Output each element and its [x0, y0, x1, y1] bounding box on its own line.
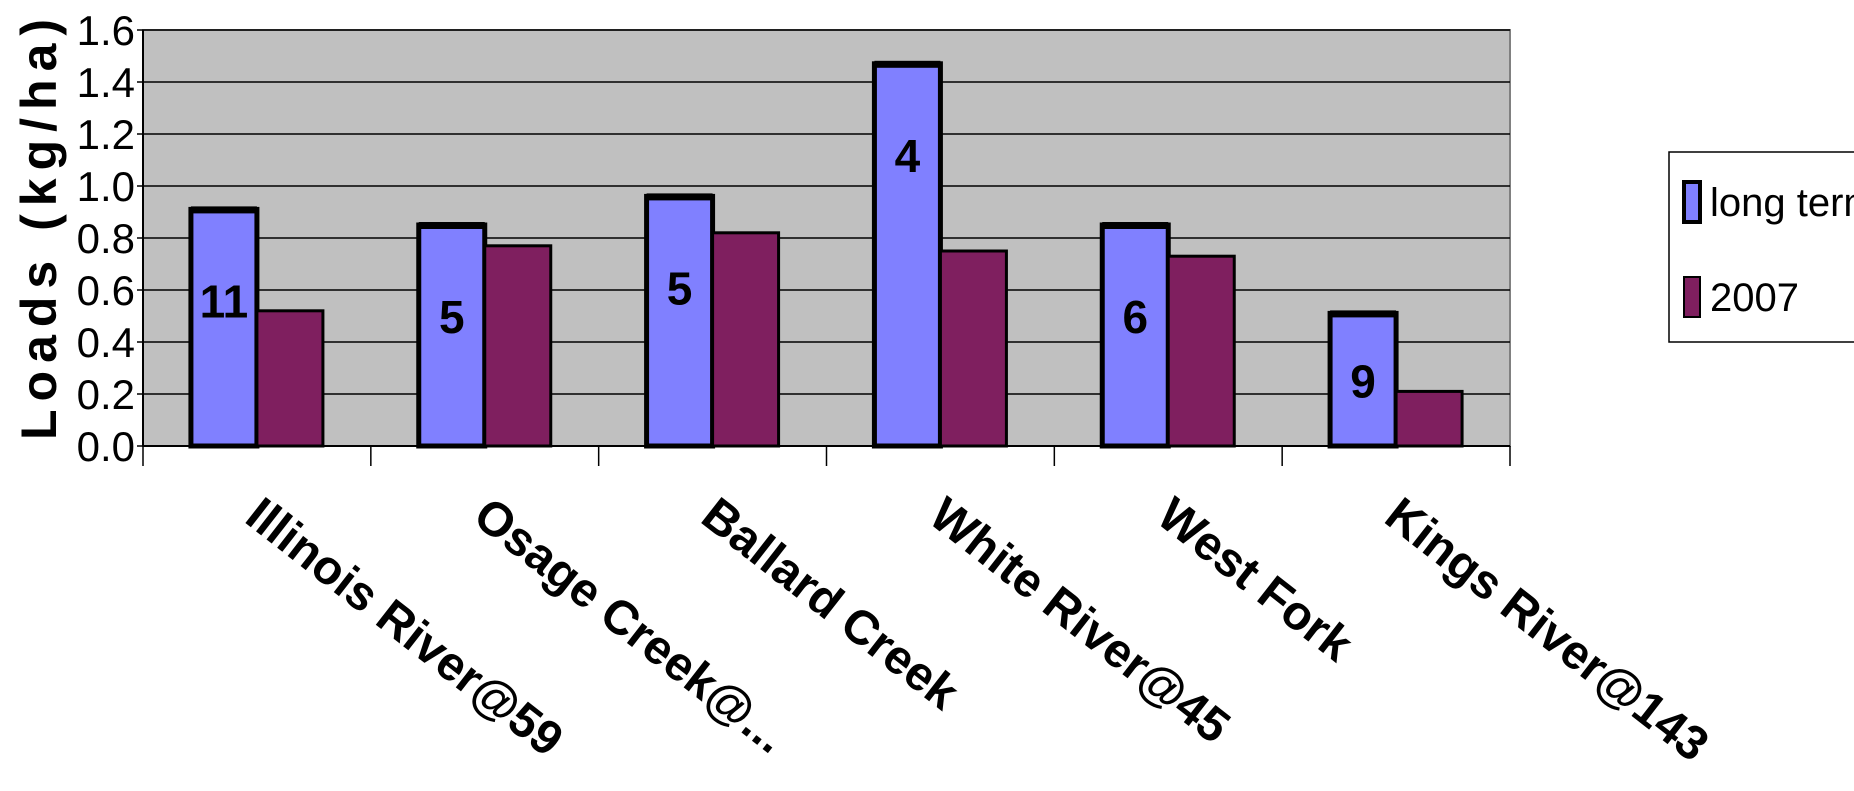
bar-long-term: [1099, 222, 1171, 449]
gridlines: [143, 29, 1510, 395]
bar-data-label: 11: [200, 275, 249, 327]
bar-2007: [938, 249, 1008, 448]
bar-data-label: 9: [1350, 356, 1376, 408]
bar-cap: [1330, 310, 1397, 318]
legend: long term 2007: [1668, 151, 1854, 343]
bar-cap: [1102, 222, 1169, 229]
x-axis: [142, 30, 1511, 466]
y-axis-label: Loads (kg/ha): [11, 11, 67, 440]
bar-cap: [418, 222, 485, 229]
bar-long-term: [188, 206, 260, 449]
bar-data-label: 6: [1122, 291, 1148, 343]
legend-label: long term: [1710, 181, 1854, 225]
bar-cap: [646, 193, 713, 201]
bar-data-label: 5: [667, 262, 693, 314]
y-tick-label: 0.8: [77, 215, 135, 262]
y-tick-label: 1.4: [77, 59, 135, 106]
y-tick-label: 0.0: [77, 423, 135, 470]
bars: 11 5 5 4 6 9: [188, 60, 1464, 449]
bar-long-term: [871, 61, 943, 449]
bar-data-label: 4: [895, 130, 921, 182]
x-category-label: West Fork: [1147, 488, 1362, 672]
legend-label: 2007: [1710, 276, 1799, 320]
legend-swatch: [1683, 276, 1701, 318]
y-tick-label: 1.0: [77, 163, 135, 210]
y-tick-label: 1.6: [77, 7, 135, 54]
bar-cap: [874, 60, 941, 68]
bar-2007: [711, 231, 781, 448]
bar-2007: [1394, 389, 1464, 448]
bar-cap: [190, 206, 257, 214]
bar-2007: [1166, 254, 1236, 448]
bar-2007: [483, 244, 553, 448]
bar-data-label: 5: [439, 291, 465, 343]
y-axis-ticks: 0.0 0.2 0.4 0.6 0.8 1.0 1.2 1.4 1.6: [77, 7, 143, 470]
y-tick-label: 0.6: [77, 267, 135, 314]
y-tick-label: 1.2: [77, 111, 135, 158]
bar-long-term: [644, 193, 716, 449]
bar-long-term: [1327, 310, 1399, 449]
y-tick-label: 0.4: [77, 319, 135, 366]
y-tick-label: 0.2: [77, 371, 135, 418]
legend-swatch: [1682, 180, 1702, 224]
bar-2007: [255, 309, 325, 448]
x-category-label: Kings River@143: [1375, 488, 1718, 772]
